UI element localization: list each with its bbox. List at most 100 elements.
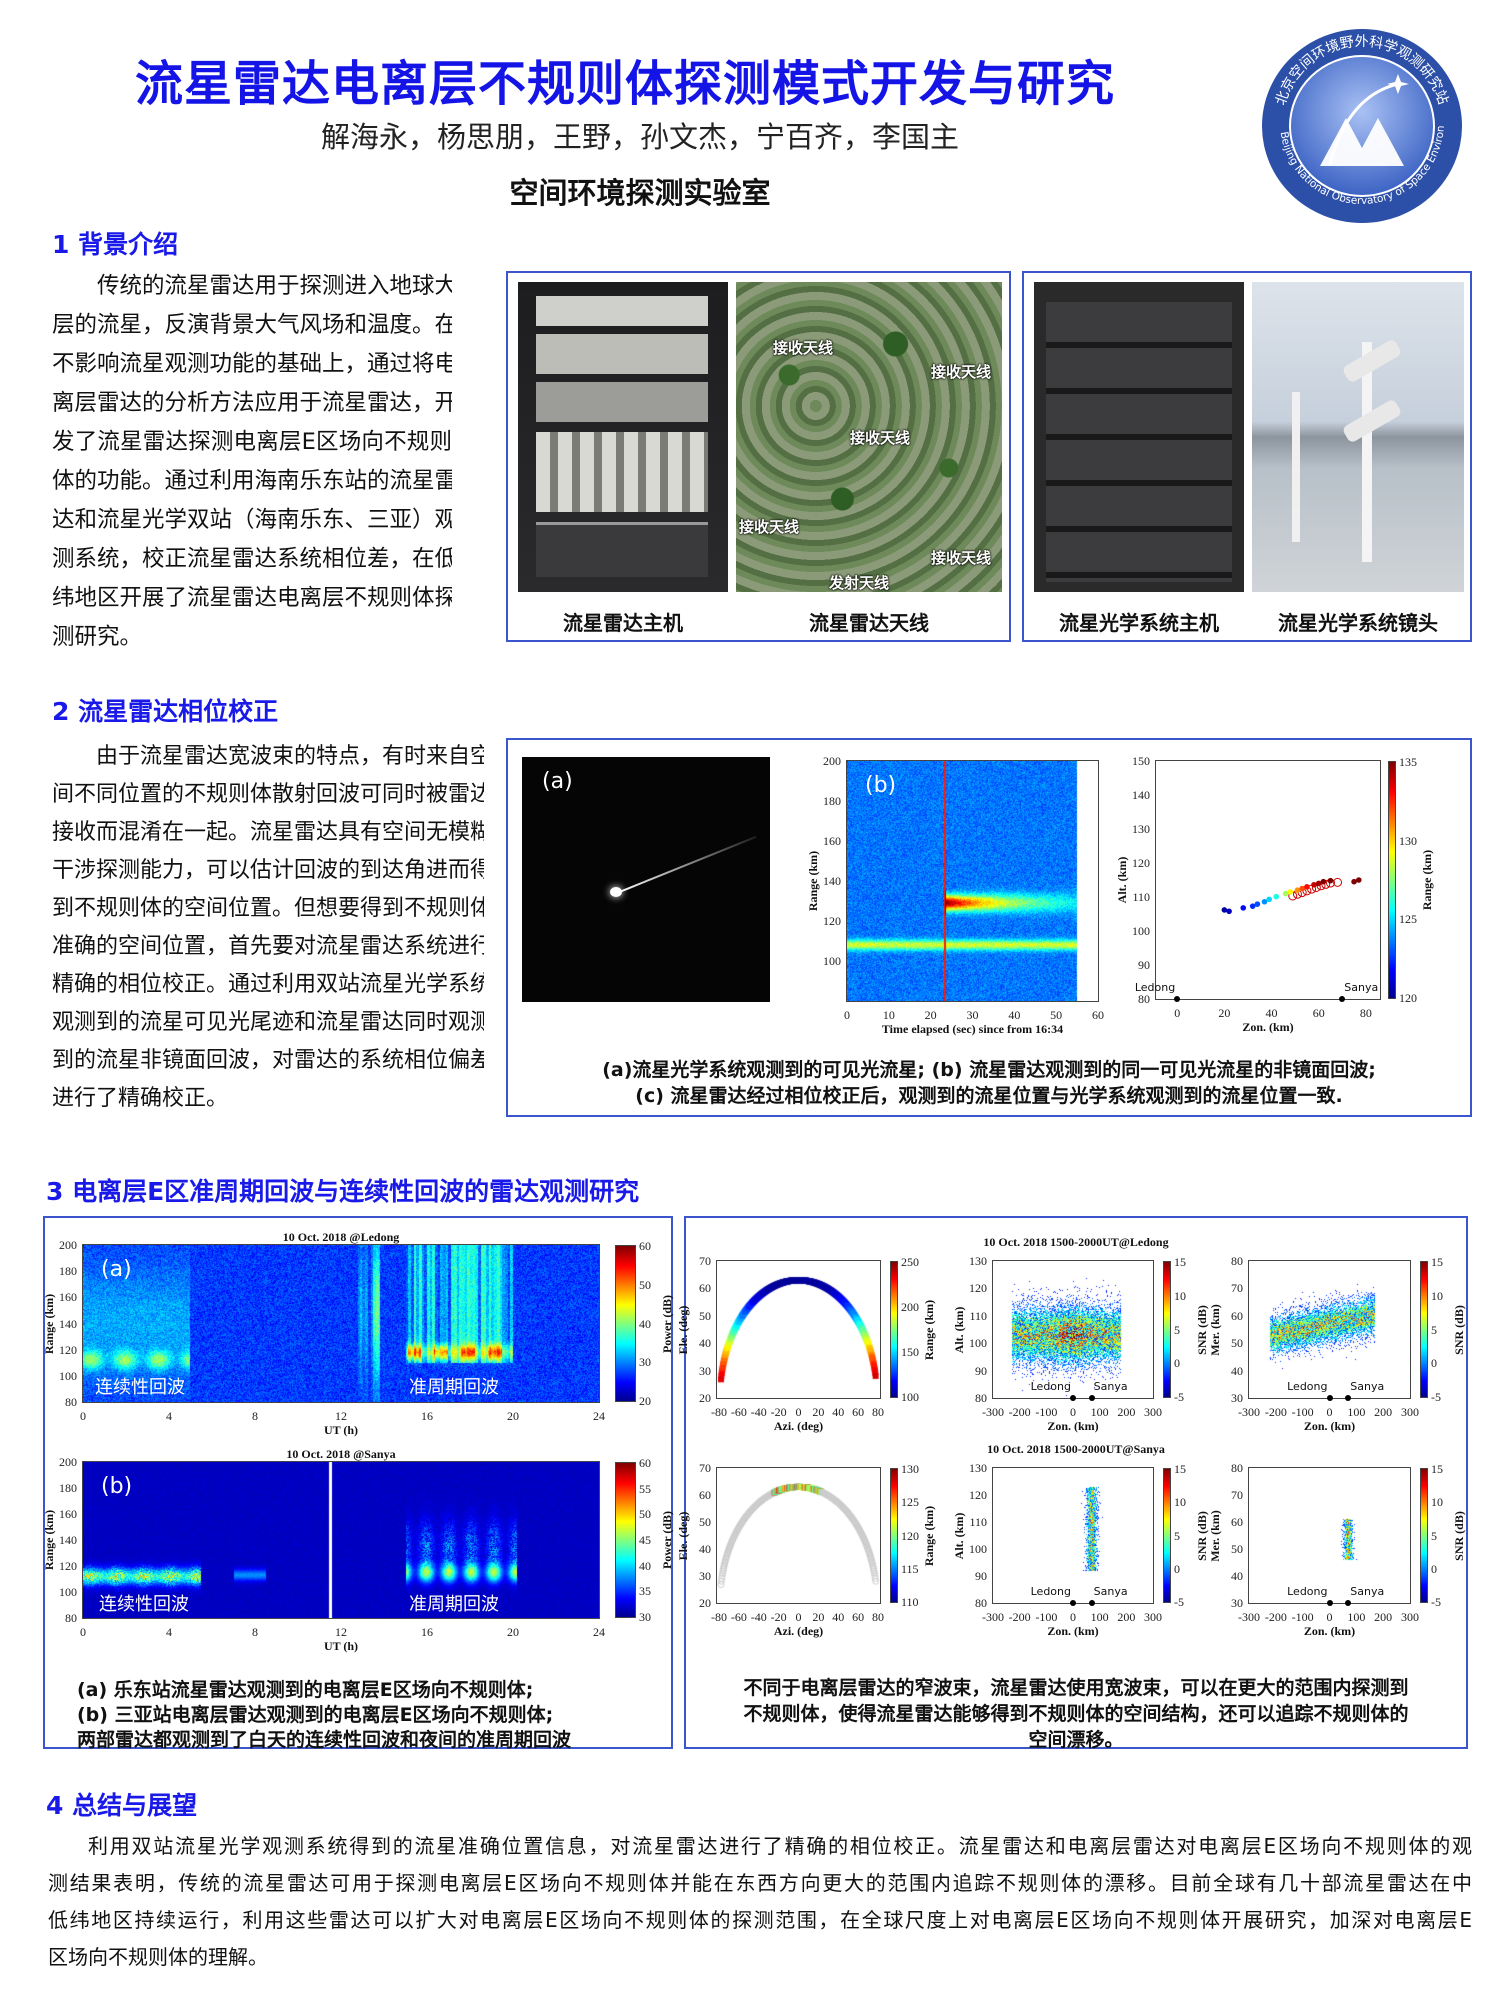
colorbar-tick-label: 50 xyxy=(639,1507,651,1522)
echo-annotation: 准周期回波 xyxy=(409,1377,499,1398)
fig3-left-caption-line: (b) 三亚站电离层雷达观测到的电离层E区场向不规则体; xyxy=(77,1704,554,1726)
x-tick-label: 12 xyxy=(335,1625,347,1639)
y-tick-label: 40 xyxy=(699,1336,711,1351)
antenna-tag: 接收天线 xyxy=(850,429,911,447)
radar-point xyxy=(1254,901,1261,907)
plot-image xyxy=(1249,1468,1410,1603)
colorbar-tick-label: -5 xyxy=(1174,1390,1184,1404)
section2-paragraph: 由于流星雷达宽波束的特点，有时来自空 间不同位置的不规则体散射回波可同时被雷达 接收… xyxy=(52,738,484,1118)
colorbar-tick-label: 110 xyxy=(901,1595,919,1609)
colorbar: -5 0 5 10 15 SNR (dB) xyxy=(1163,1463,1209,1608)
y-tick-label: 50 xyxy=(699,1515,711,1529)
x-tick-label: -40 xyxy=(750,1405,767,1419)
radar-host-photo xyxy=(518,282,728,592)
plot-image xyxy=(83,1462,599,1618)
colorbar-tick-label: 5 xyxy=(1174,1528,1180,1543)
colorbar-tick-label: 130 xyxy=(901,1462,919,1476)
colorbar-tick-label: 115 xyxy=(901,1561,919,1576)
colorbar-tick-label: 30 xyxy=(639,1610,651,1624)
colorbar-label: SNR (dB) xyxy=(1195,1510,1209,1561)
colorbar-tick-label: -5 xyxy=(1174,1595,1184,1609)
x-tick-label: 300 xyxy=(1401,1610,1419,1624)
y-tick-label: 100 xyxy=(969,1542,987,1556)
colorbar-tick-label: 0 xyxy=(1174,1561,1180,1576)
y-tick-label: 100 xyxy=(823,954,841,968)
colorbar-tick-label: 15 xyxy=(1431,1255,1443,1269)
colorbar-tick-label: 15 xyxy=(1174,1462,1186,1476)
colorbar-tick-label: 50 xyxy=(639,1277,651,1292)
x-tick-label: -60 xyxy=(730,1405,747,1419)
radar-point xyxy=(1273,893,1280,900)
y-tick-label: 30 xyxy=(1231,1391,1243,1405)
y-tick-label: 130 xyxy=(969,1461,987,1475)
panel-tag: (a) xyxy=(542,769,573,794)
colorbar: 20 30 40 50 60 Power (dB) xyxy=(615,1240,674,1407)
x-tick-label: 40 xyxy=(832,1610,845,1624)
y-axis-label: Alt. (km) xyxy=(1115,856,1129,904)
colorbar-tick-label: 40 xyxy=(639,1558,651,1573)
y-tick-label: 20 xyxy=(699,1596,711,1610)
y-tick-label: 100 xyxy=(969,1336,987,1351)
colorbar-tick-label: 250 xyxy=(901,1255,919,1269)
y-tick-label: 120 xyxy=(1132,856,1150,870)
x-tick-label: 300 xyxy=(1401,1405,1419,1419)
x-tick-label: -200 xyxy=(1264,1610,1287,1624)
colorbar-tick-label: 10 xyxy=(1174,1288,1186,1303)
colorbar-label: Range (km) xyxy=(1420,849,1434,911)
x-axis-label: Zon. (km) xyxy=(1242,1020,1294,1034)
y-tick-label: 60 xyxy=(699,1488,711,1502)
x-tick-label: -200 xyxy=(1008,1610,1031,1624)
y-tick-label: 160 xyxy=(59,1507,77,1521)
colorbar-label: Power (dB) xyxy=(660,1294,674,1353)
paragraph-line: 测结果表明，传统的流星雷达可用于探测电离层E区场向不规则体并能在东西方向更大的范… xyxy=(48,1871,1472,1895)
colorbar: -5 0 5 10 15 SNR (dB) xyxy=(1420,1463,1466,1608)
colorbar-tick-label: 60 xyxy=(639,1456,651,1470)
paragraph-line: 达和流星光学双站（海南乐东、三亚）观 xyxy=(52,507,452,533)
paragraph-line: 区场向不规则体的理解。 xyxy=(48,1945,268,1969)
fig2-caption-line: (a)流星光学系统观测到的可见光流星; (b) 流星雷达观测到的同一可见光流星的… xyxy=(602,1059,1376,1081)
colorbar: 120 125 130 135 Range (km) xyxy=(1388,756,1434,1004)
paragraph-line: 离层雷达的分析方法应用于流星雷达，开 xyxy=(52,390,452,416)
paragraph-line: 不影响流星观测功能的基础上，通过将电 xyxy=(52,351,452,377)
x-tick-label: -20 xyxy=(770,1610,787,1624)
x-tick-label: 200 xyxy=(1374,1610,1393,1624)
radar-point xyxy=(1282,890,1289,897)
x-tick-label: 80 xyxy=(872,1610,884,1624)
x-tick-label: 4 xyxy=(166,1625,172,1639)
x-tick-label: -40 xyxy=(750,1610,767,1624)
radar-point xyxy=(1261,898,1268,905)
x-tick-label: 12 xyxy=(335,1409,347,1423)
radar-point xyxy=(1299,885,1305,892)
x-axis-label: Zon. (km) xyxy=(1047,1419,1099,1433)
station-marker-icon xyxy=(1345,1395,1352,1401)
x-tick-label: 200 xyxy=(1117,1610,1136,1624)
colorbar-tick-label: 125 xyxy=(901,1495,919,1510)
echo-annotation: 连续性回波 xyxy=(99,1594,189,1615)
radar-point xyxy=(1266,896,1272,903)
colorbar-tick-label: 135 xyxy=(1399,755,1417,769)
optical-point xyxy=(1333,877,1343,887)
paragraph-line: 测研究。 xyxy=(52,624,143,650)
station-label: Sanya xyxy=(1093,1585,1128,1598)
photo-label: 流星光学系统镜头 xyxy=(1278,611,1438,635)
optical-photos-box: 流星光学系统主机 流星光学系统镜头 xyxy=(1022,271,1472,642)
y-tick-label: 90 xyxy=(975,1569,987,1583)
y-tick-label: 120 xyxy=(969,1281,987,1296)
y-axis-label: Ele. (deg) xyxy=(676,1511,690,1560)
colorbar-tick-label: 0 xyxy=(1431,1561,1437,1576)
colorbar-tick-label: 40 xyxy=(639,1316,651,1331)
x-tick-label: -200 xyxy=(1264,1405,1287,1419)
x-tick-label: 40 xyxy=(832,1405,845,1419)
y-tick-label: 70 xyxy=(1231,1488,1243,1502)
radar-point xyxy=(1226,908,1232,915)
y-tick-label: 80 xyxy=(975,1391,987,1405)
radar-point xyxy=(1249,903,1256,909)
station-label: Sanya xyxy=(1350,1585,1385,1598)
y-tick-label: 80 xyxy=(1138,992,1150,1006)
x-tick-label: 20 xyxy=(507,1409,519,1423)
paragraph-line: 利用双站流星光学观测系统得到的流星准确位置信息，对流星雷达进行了精确的相位校正。… xyxy=(88,1834,1472,1858)
radar-point xyxy=(1311,881,1317,888)
y-tick-label: 40 xyxy=(1231,1569,1243,1583)
paragraph-line: 间不同位置的不规则体散射回波可同时被雷达 xyxy=(52,782,484,807)
x-axis-label: Zon. (km) xyxy=(1047,1624,1099,1638)
